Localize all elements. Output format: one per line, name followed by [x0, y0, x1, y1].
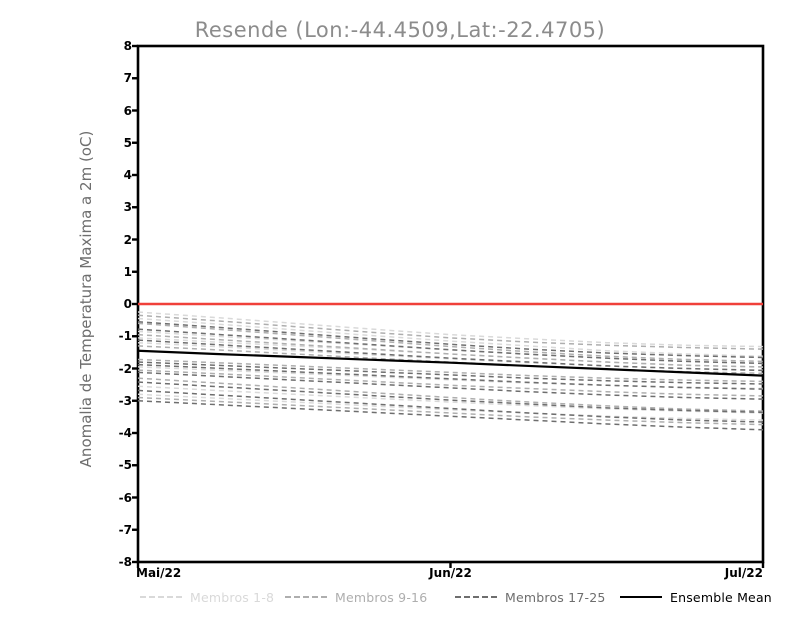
chart-title: Resende (Lon:-44.4509,Lat:-22.4705) [194, 18, 606, 42]
legend-line-swatch [620, 595, 662, 599]
legend-label: Membros 9-16 [335, 589, 428, 605]
member-line [138, 400, 763, 431]
legend-label: Membros 17-25 [505, 589, 606, 605]
legend-line-swatch [285, 596, 327, 598]
y-tick-label: -3 [118, 393, 132, 408]
series-group [138, 302, 763, 431]
legend-line-swatch [455, 596, 497, 598]
y-tick-label: -8 [118, 555, 132, 569]
y-tick-label: 8 [123, 39, 132, 53]
y-tick-label: -5 [118, 458, 132, 473]
legend-item[interactable]: Membros 1-8 [140, 588, 274, 606]
x-tick-label: Mai/22 [136, 566, 182, 580]
member-line [138, 322, 763, 363]
x-tick-label: Jun/22 [429, 566, 472, 580]
x-tick-label: Jul/22 [724, 566, 763, 580]
y-axis-tick-labels: 8 7 6 5 4 3 2 1 0 -1 -2 -3 -4 -5 -6 -7 -8 [110, 0, 132, 618]
y-tick-label: -4 [118, 426, 132, 440]
legend-line-swatch [140, 596, 182, 598]
legend-item[interactable]: Membros 17-25 [455, 588, 606, 606]
y-tick-label: 3 [123, 200, 132, 215]
legend-item[interactable]: Membros 9-16 [285, 588, 427, 606]
y-tick-label: 7 [123, 71, 132, 86]
legend-item[interactable]: Ensemble Mean [620, 588, 772, 606]
y-tick-label: 2 [123, 232, 132, 247]
legend-label: Membros 1-8 [190, 589, 275, 605]
y-tick-label: 4 [123, 168, 132, 182]
ensemble-mean-line [138, 349, 763, 377]
y-tick-label: -2 [118, 361, 132, 376]
y-tick-label: -7 [118, 522, 132, 537]
y-tick-label: 5 [123, 135, 132, 150]
y-tick-label: 0 [123, 297, 132, 311]
y-tick-label: -1 [118, 329, 132, 344]
chart-legend: Membros 1-8 Membros 9-16 Membros 17-25 Ense… [0, 588, 800, 608]
member-line [138, 311, 763, 348]
y-tick-label: 6 [123, 103, 132, 118]
y-tick-label: -6 [118, 490, 132, 505]
legend-label: Ensemble Mean [670, 589, 772, 605]
member-line [138, 320, 763, 359]
y-tick-label: 1 [123, 264, 132, 279]
member-line [138, 393, 763, 421]
